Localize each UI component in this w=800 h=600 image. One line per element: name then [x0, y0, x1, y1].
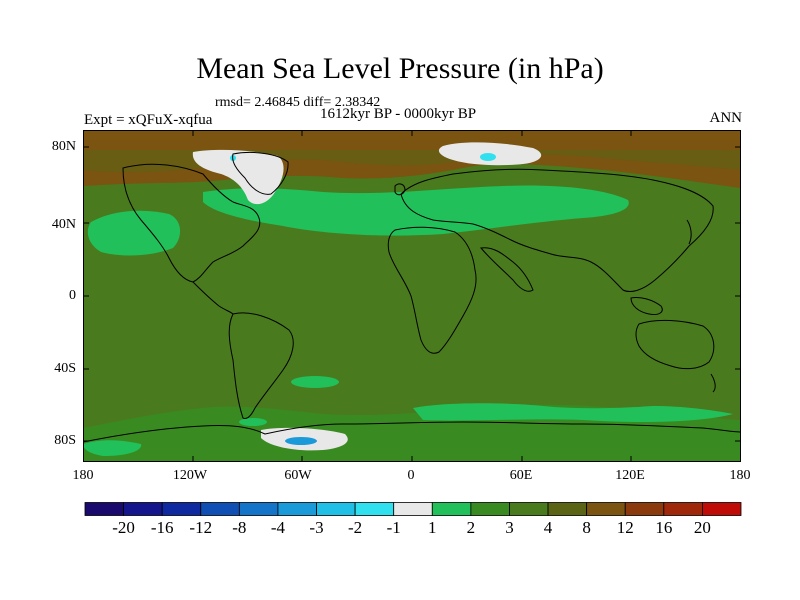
colorbar-label: -2 — [348, 518, 363, 537]
colorbar-label: 3 — [505, 518, 514, 537]
north-atlantic-band — [203, 185, 629, 236]
colorbar-label: 20 — [693, 518, 711, 537]
colorbar-label: 16 — [655, 518, 673, 537]
coastline-eurasia — [400, 168, 714, 293]
colorbar-swatch — [393, 502, 433, 516]
lon-label-0: 0 — [407, 468, 415, 483]
period-text: 1612kyr BP - 0000kyr BP — [320, 106, 477, 122]
season-label: ANN — [709, 110, 743, 126]
map-ticks — [83, 130, 741, 462]
lat-label-40s: 40S — [54, 361, 76, 376]
colorbar-label: 12 — [616, 518, 634, 537]
coastline-south-america — [228, 312, 294, 419]
colorbar-swatch — [200, 502, 240, 516]
colorbar-swatch — [238, 502, 279, 516]
colorbar-swatch — [663, 502, 703, 516]
lon-label-180e: 180 — [729, 468, 751, 483]
colorbar-label: -3 — [309, 518, 324, 537]
colorbar-swatch — [354, 502, 395, 516]
colorbar-label: -4 — [270, 518, 286, 537]
colorbar-swatch — [624, 502, 665, 516]
coastline-indonesia — [630, 297, 663, 315]
colorbar-label: -1 — [386, 518, 401, 537]
drake-patch — [239, 418, 267, 426]
colorbar-label: 2 — [466, 518, 476, 537]
colorbar-swatch — [470, 502, 510, 516]
colorbar-swatch — [547, 502, 588, 516]
coastline-greenland — [232, 151, 289, 195]
lon-label-120e: 120E — [615, 468, 645, 483]
experiment-label: Expt = xQFuX-xqfua — [84, 112, 213, 128]
plot-title: Mean Sea Level Pressure (in hPa) — [196, 52, 604, 85]
lon-label-180w: 180 — [72, 468, 94, 483]
lon-label-60e: 60E — [509, 468, 533, 483]
coastline-new-zealand — [710, 373, 716, 393]
colorbar-label: -8 — [232, 518, 247, 537]
pressure-map — [83, 130, 741, 462]
lat-label-80s: 80S — [54, 433, 76, 448]
coastline-india — [480, 247, 534, 292]
coastline-africa — [387, 226, 477, 354]
map-background — [83, 130, 741, 462]
coastline-antarctica — [83, 421, 741, 443]
colorbar-swatch — [509, 502, 549, 516]
lat-label-80n: 80N — [51, 139, 76, 154]
coastline-australia — [635, 319, 715, 370]
lon-label-120w: 120W — [172, 468, 208, 483]
colorbar-label: 1 — [428, 518, 437, 537]
colorbar-swatch — [431, 502, 472, 516]
north-pacific-band — [87, 210, 181, 256]
south-atlantic-patch — [291, 376, 339, 388]
colorbar-swatch — [702, 502, 742, 516]
lat-label-40n: 40N — [51, 217, 76, 232]
colorbar-swatch — [161, 502, 202, 516]
colorbar-label: -16 — [150, 518, 174, 537]
coastline-japan — [686, 219, 692, 245]
colorbar-swatch — [123, 502, 163, 516]
lat-label-0: 0 — [69, 288, 76, 303]
greenland-low-patch — [192, 149, 284, 205]
colorbar-label: 4 — [543, 518, 553, 537]
colorbar-label: -12 — [189, 518, 213, 537]
colorbar-label: 8 — [582, 518, 591, 537]
colorbar-swatch — [84, 502, 124, 516]
siberia-core — [480, 153, 496, 161]
weddell-core — [285, 437, 317, 445]
coastline-north-america — [122, 163, 261, 283]
colorbar-swatch — [316, 502, 356, 516]
stats-text: rmsd= 2.46845 diff= 2.38342 — [215, 95, 381, 110]
lon-label-60w: 60W — [284, 468, 312, 483]
colorbar-swatch — [586, 502, 626, 516]
colorbar — [84, 502, 742, 516]
antarctic-coast-band — [413, 403, 733, 422]
coastlines — [83, 151, 741, 443]
ross-sea-patch — [83, 440, 142, 456]
coastline-uk — [394, 183, 406, 196]
colorbar-label: -20 — [112, 518, 135, 537]
colorbar-swatch — [277, 502, 317, 516]
coastline-central-america — [192, 281, 234, 315]
